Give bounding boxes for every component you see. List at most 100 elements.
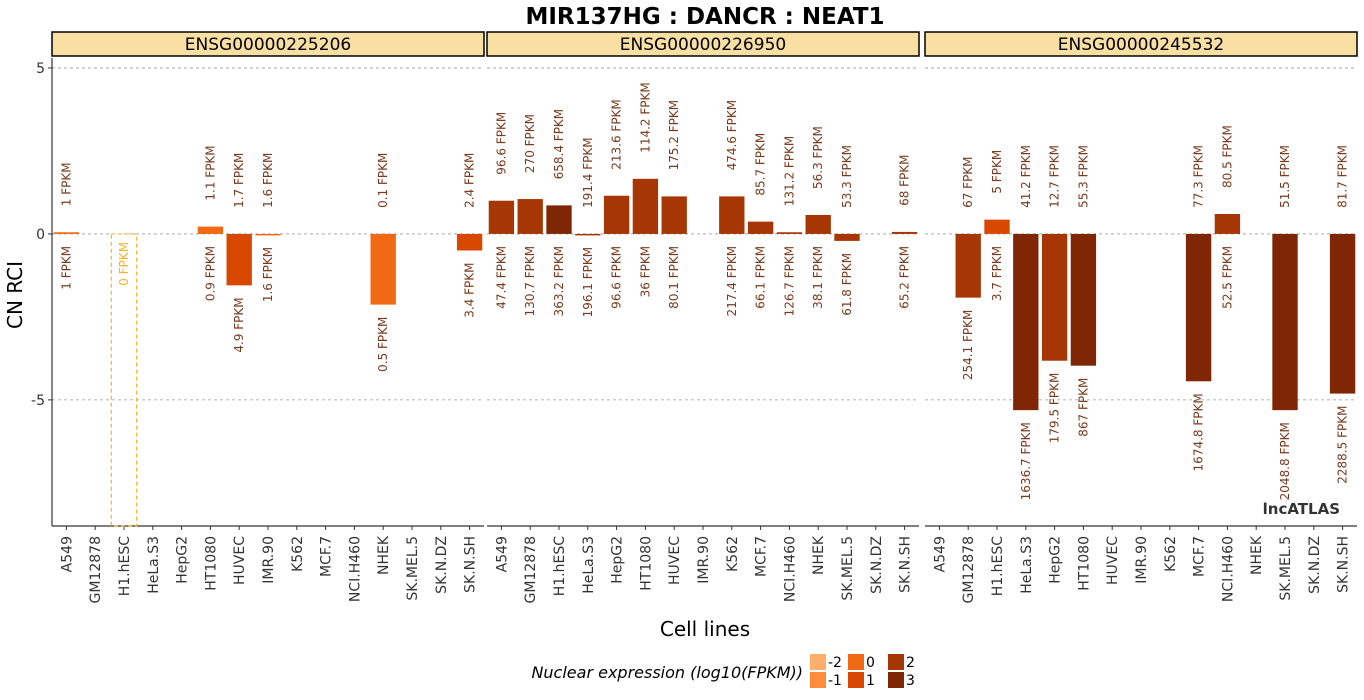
bar <box>1185 233 1212 382</box>
facet-panel: ENSG00000226950 A549 GM12878 H1.hESC HeLa.S3… <box>486 31 920 603</box>
x-tick-label: MCF.7 <box>754 536 770 577</box>
x-tick-label: SK.N.DZ <box>434 536 450 594</box>
bar-label-top: 191.4 FPKM <box>581 137 595 208</box>
bar-label-bottom: 96.6 FPKM <box>610 246 624 309</box>
bar-label-bottom: 363.2 FPKM <box>552 246 566 317</box>
legend-swatch <box>848 672 864 688</box>
x-tick-label: SK.MEL.5 <box>840 536 856 601</box>
bar <box>834 233 860 241</box>
x-tick-label: GM12878 <box>523 536 539 603</box>
legend-swatch <box>888 654 904 670</box>
bar <box>776 232 803 234</box>
facet-strip-label: ENSG00000226950 <box>620 35 786 55</box>
legend-swatch <box>888 672 904 688</box>
bar-label-bottom: 3.4 FPKM <box>463 263 477 318</box>
bar-label-top: 1.1 FPKM <box>203 145 217 200</box>
x-tick-label: IMR.90 <box>696 536 712 584</box>
x-tick-label: HT1080 <box>203 536 219 591</box>
bar-label-bottom: 4.9 FPKM <box>232 297 246 352</box>
bar <box>1013 233 1039 411</box>
legend-title: Nuclear expression (log10(FPKM)) <box>531 663 803 682</box>
facet-strip <box>486 31 920 57</box>
bar-label-top: 474.6 FPKM <box>725 100 739 171</box>
x-tick-label: NCI.H460 <box>347 536 363 602</box>
lncatlas-watermark: lncATLAS <box>1263 500 1340 518</box>
bar-label-top: 0.1 FPKM <box>376 153 390 208</box>
bar <box>661 196 687 234</box>
bar-label-bottom: 52.5 FPKM <box>1220 246 1234 309</box>
na-bar <box>110 233 138 527</box>
x-tick-label: SK.MEL.5 <box>405 536 421 601</box>
bar-label-bottom: 254.1 FPKM <box>961 310 975 381</box>
bar-label-top: 96.6 FPKM <box>494 112 508 175</box>
x-tick-label: SK.N.SH <box>463 536 479 593</box>
x-tick-label: K562 <box>1163 536 1179 572</box>
x-tick-label: NHEK <box>376 535 392 575</box>
bar-label-top: 2.4 FPKM <box>463 153 477 208</box>
legend-label: 0 <box>866 655 875 671</box>
legend-label: 2 <box>906 655 915 671</box>
x-tick-label: K562 <box>290 536 306 572</box>
bar <box>517 199 543 234</box>
x-tick-label: IMR.90 <box>1134 536 1150 584</box>
bar-label-top: 56.3 FPKM <box>811 126 825 189</box>
x-tick-label: NHEK <box>1249 535 1265 575</box>
x-tick-label: SK.MEL.5 <box>1278 536 1294 601</box>
x-tick-label: SK.N.DZ <box>869 536 885 594</box>
bar-label-top: 658.4 FPKM <box>552 109 566 180</box>
bar <box>575 233 601 236</box>
y-axis: 5 0 -5 <box>31 58 53 526</box>
x-tick-label: NCI.H460 <box>1220 536 1236 602</box>
x-tick-label: GM12878 <box>88 536 104 603</box>
bar-label-top: 5 FPKM <box>990 150 1004 194</box>
bar-label-bottom: 867 FPKM <box>1076 378 1090 437</box>
bar-label-top: 81.7 FPKM <box>1336 145 1350 208</box>
x-tick-label: H1.hESC <box>552 536 568 596</box>
y-axis-title: CN RCI <box>3 261 27 329</box>
bar-label-bottom: 80.1 FPKM <box>667 246 681 309</box>
bar-label-bottom: 38.1 FPKM <box>811 246 825 309</box>
bar <box>603 195 630 234</box>
bar <box>984 219 1010 234</box>
x-tick-label: NHEK <box>811 535 827 575</box>
x-tick-label: HT1080 <box>1076 536 1092 591</box>
bar-label-top: 270 FPKM <box>523 114 537 173</box>
bar-label-top: 131.2 FPKM <box>782 136 796 207</box>
x-tick-label: HT1080 <box>638 536 654 591</box>
y-tick-label: 0 <box>36 227 45 243</box>
bar-label-bottom: 65.2 FPKM <box>898 246 912 309</box>
bar-label-bottom: 1.6 FPKM <box>261 247 275 302</box>
facet-panel: ENSG00000245532 A549 GM12878 H1.hESC HeLa.S3… <box>924 31 1358 603</box>
x-tick-label: HUVEC <box>667 536 683 585</box>
bar-label-top: 213.6 FPKM <box>610 99 624 170</box>
bar-label-bottom: 0.9 FPKM <box>203 246 217 301</box>
x-axis-title: Cell lines <box>660 617 750 641</box>
x-tick-label: HepG2 <box>1048 536 1064 584</box>
bar-label-top: 1.7 FPKM <box>232 153 246 208</box>
bar <box>370 233 396 305</box>
bar-label-bottom: 61.8 FPKM <box>840 253 854 316</box>
bar-label-top: 53.3 FPKM <box>840 145 854 208</box>
x-tick-label: GM12878 <box>961 536 977 603</box>
bar-label-bottom: 130.7 FPKM <box>523 246 537 317</box>
x-tick-label: HepG2 <box>175 536 191 584</box>
bar <box>719 196 745 234</box>
bar <box>197 226 224 234</box>
bar <box>805 214 831 234</box>
bar-label-bottom: 179.5 FPKM <box>1048 373 1062 444</box>
bar-label-top: 51.5 FPKM <box>1278 145 1292 208</box>
x-tick-label: NCI.H460 <box>782 536 798 602</box>
bar <box>488 200 515 234</box>
bar <box>456 233 483 251</box>
x-tick-label: SK.N.SH <box>898 536 914 593</box>
x-tick-label: HeLa.S3 <box>581 536 597 594</box>
x-tick-label: SK.N.DZ <box>1307 536 1323 594</box>
x-tick-label: HUVEC <box>1105 536 1121 585</box>
bar <box>891 231 918 234</box>
bar <box>255 233 281 236</box>
x-tick-label: IMR.90 <box>261 536 277 584</box>
bar-label-top: 67 FPKM <box>961 156 975 207</box>
legend-swatch <box>810 672 826 688</box>
bar-label-bottom: 196.1 FPKM <box>581 247 595 318</box>
